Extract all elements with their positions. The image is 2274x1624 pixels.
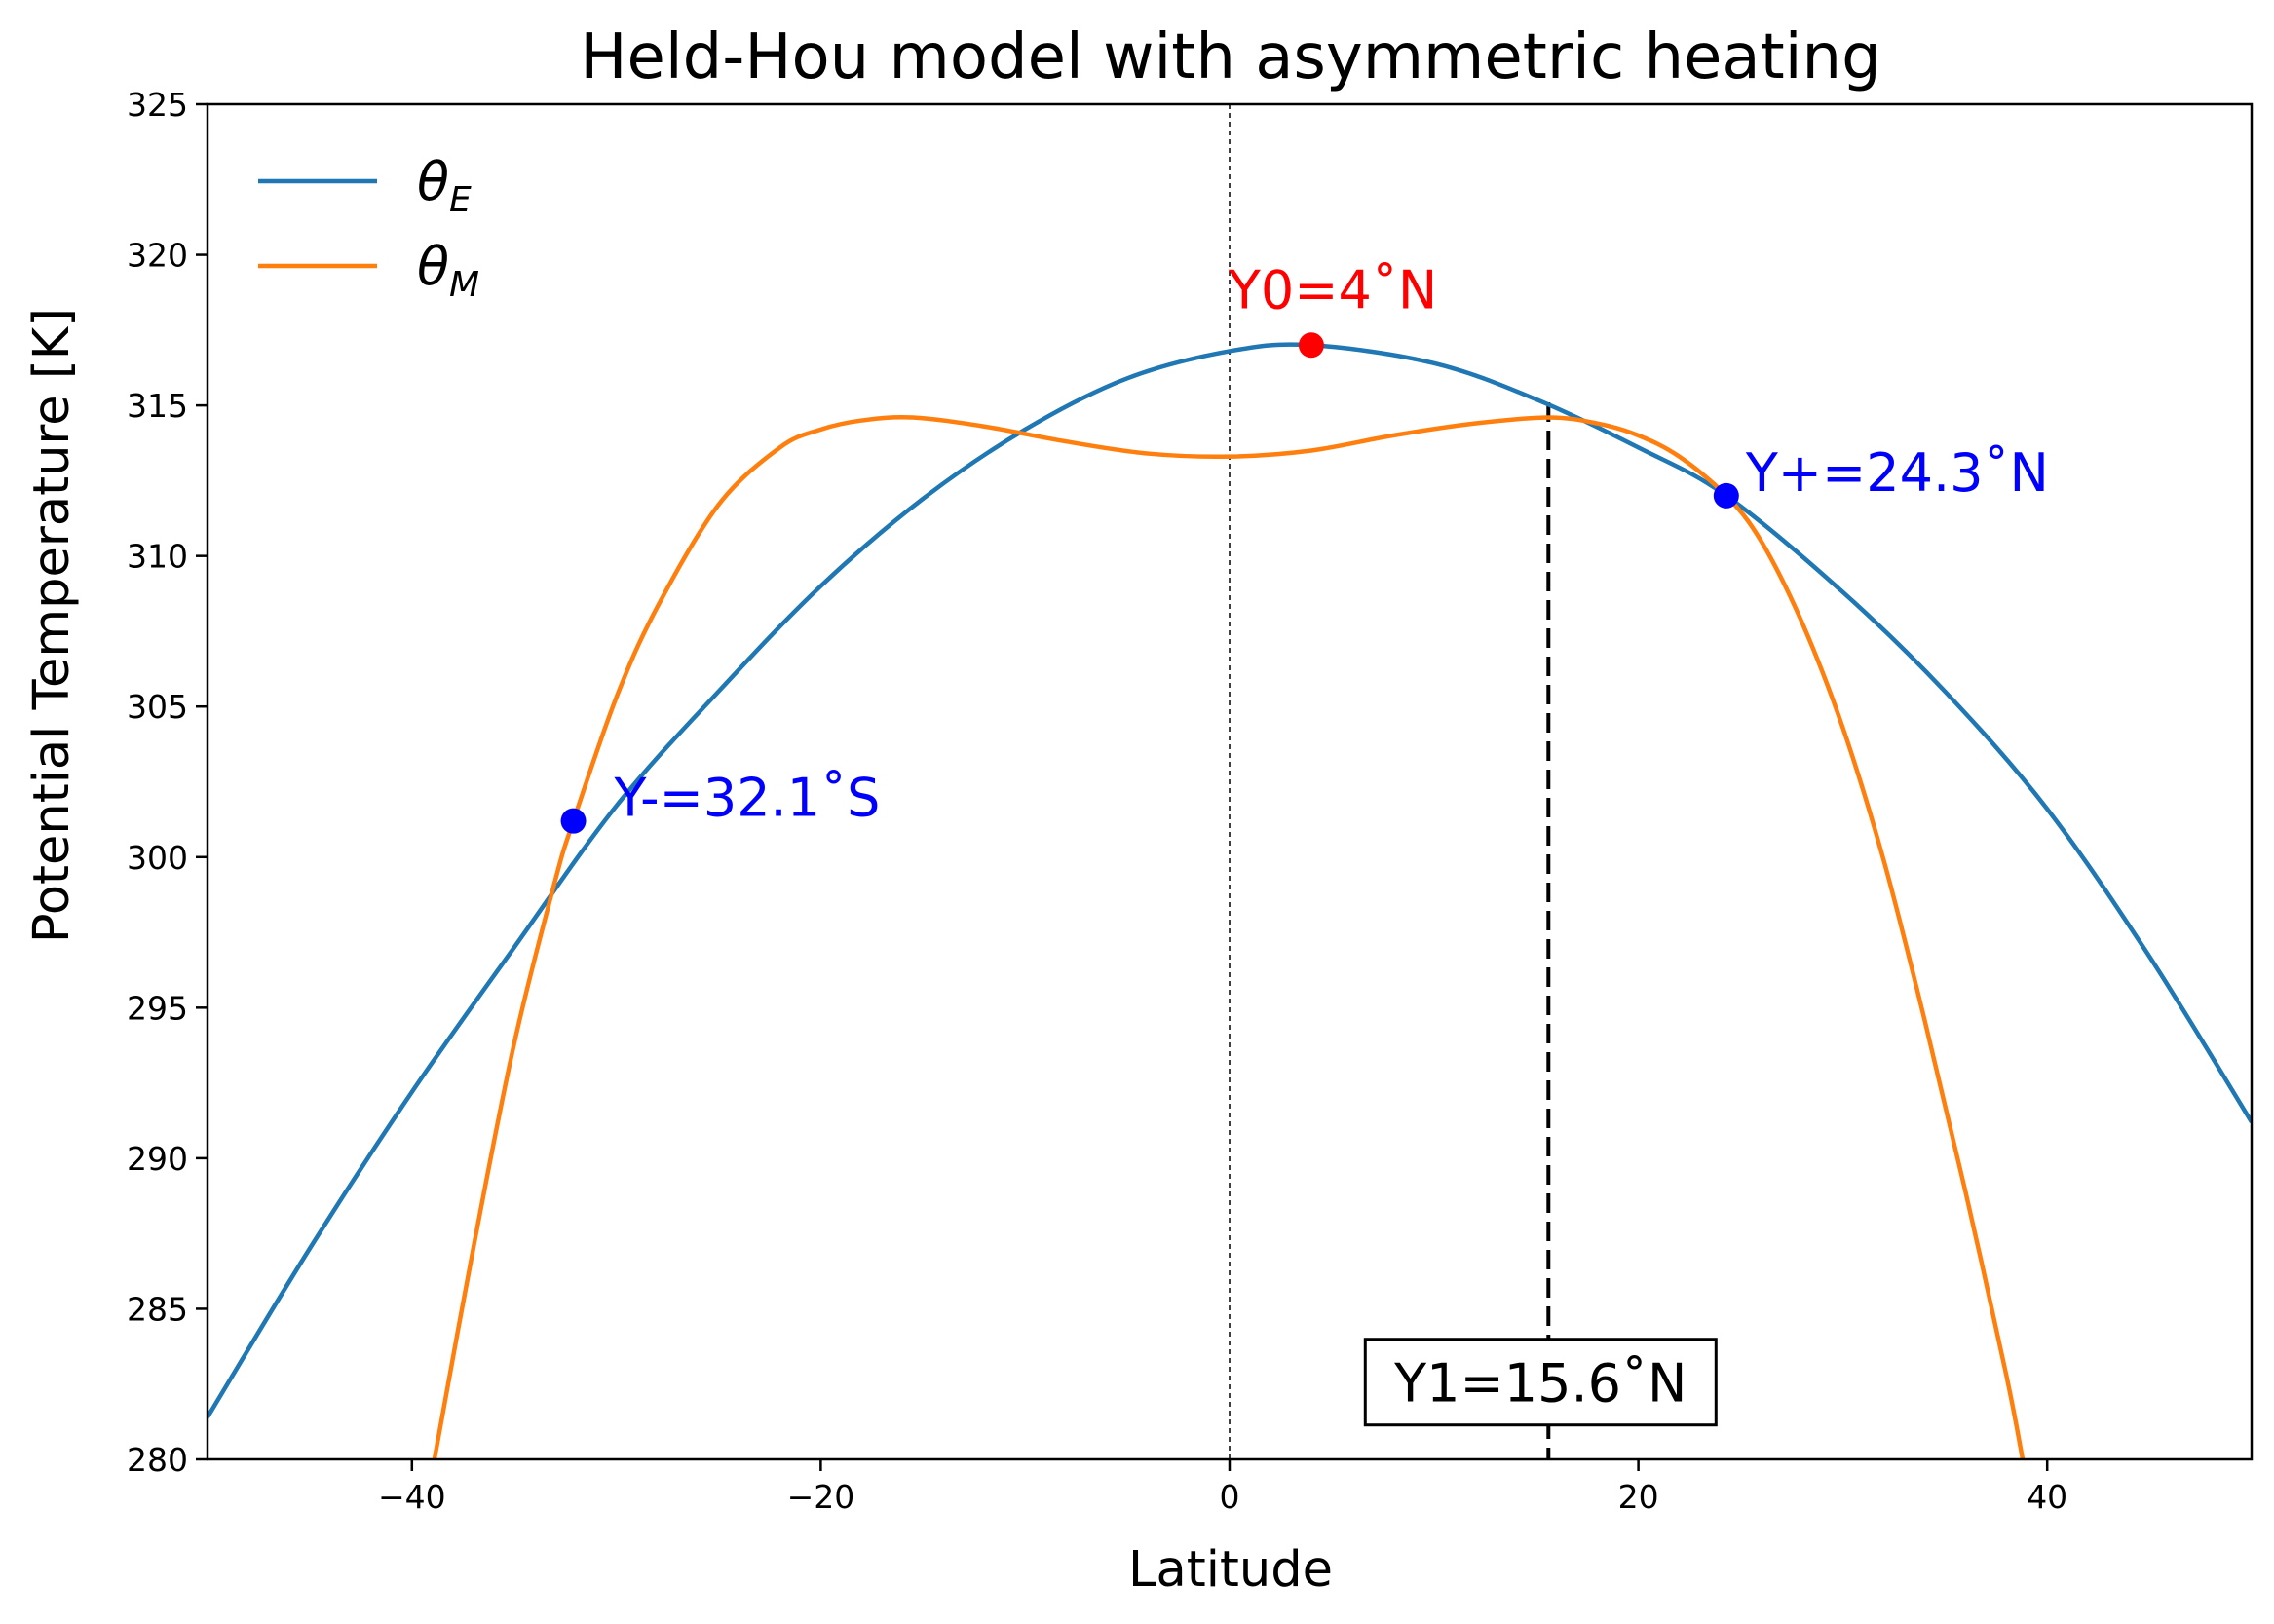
x-axis-label: Latitude (1128, 1541, 1333, 1599)
y-tick-label: 310 (127, 538, 188, 576)
y-tick-label: 320 (127, 237, 188, 275)
legend-entry: θE (417, 151, 472, 220)
y-axis-label: Potential Temperature [K] (23, 308, 81, 943)
plot-frame (206, 102, 2254, 1461)
y-tick-label: 280 (127, 1441, 188, 1479)
marker-point (560, 808, 587, 834)
y-tick-label: 300 (127, 839, 188, 877)
point-annotation: Y-=32.1˚S (614, 768, 881, 829)
y1-annotation-box (1363, 1338, 1718, 1427)
x-tick-label: −20 (787, 1478, 855, 1516)
marker-point (1713, 482, 1739, 509)
y1-annotation-label: Y1=15.6˚N (1393, 1353, 1687, 1415)
x-tick-label: 0 (1220, 1478, 1240, 1516)
chart-title: Held-Hou model with asymmetric heating (580, 21, 1880, 94)
series-line-E (208, 342, 2252, 1418)
x-tick-label: −40 (378, 1478, 446, 1516)
x-tick-label: 20 (1618, 1478, 1659, 1516)
y-tick-label: 290 (127, 1140, 188, 1178)
y-tick-label: 315 (127, 387, 188, 425)
legend: θE θM (258, 151, 479, 305)
legend-entry: θM (417, 236, 479, 305)
point-annotation: Y0=4˚N (1228, 259, 1437, 321)
x-tick-label: 40 (2027, 1478, 2067, 1516)
marker-point (1298, 332, 1324, 359)
point-annotation: Y+=24.3˚N (1745, 442, 2049, 504)
y-tick-label: 305 (127, 688, 188, 726)
y-tick-label: 325 (127, 86, 188, 124)
y-tick-label: 295 (127, 989, 188, 1027)
y-tick-label: 285 (127, 1290, 188, 1328)
series-line-M (432, 414, 2026, 1459)
